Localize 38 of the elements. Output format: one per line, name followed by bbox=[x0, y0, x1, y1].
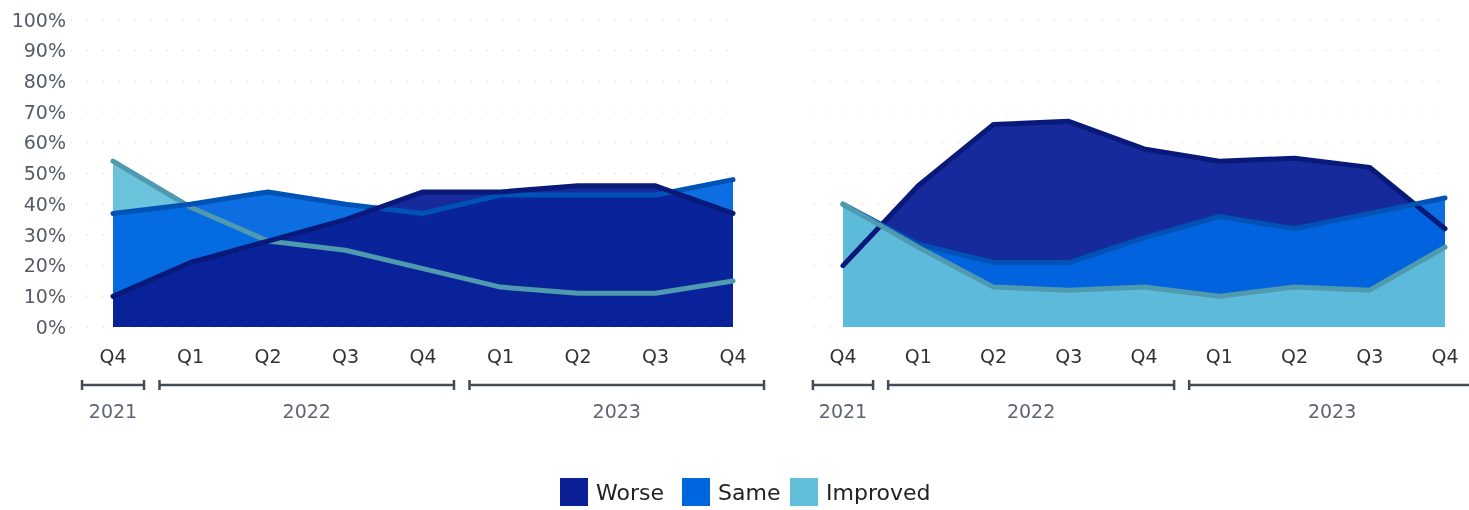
x-tick-label: Q3 bbox=[641, 345, 670, 367]
legend-label: Same bbox=[718, 479, 781, 505]
y-tick-label: 40% bbox=[23, 192, 66, 215]
text: 2021 bbox=[818, 400, 868, 422]
text: 2023 bbox=[592, 400, 641, 422]
x-tick-label: Q2 bbox=[1280, 345, 1309, 367]
legend-label: Worse bbox=[596, 479, 664, 505]
y-tick-label: 20% bbox=[23, 254, 66, 277]
x-tick-label: Q4 bbox=[409, 345, 437, 367]
x-tick-label: Q1 bbox=[1205, 345, 1233, 367]
x-tick-label: Q4 bbox=[1431, 345, 1459, 367]
y-tick-label: 80% bbox=[23, 70, 66, 93]
x-tick-label: Q2 bbox=[979, 345, 1008, 367]
y-tick-label: 10% bbox=[23, 284, 66, 307]
x-tick-label: Q2 bbox=[254, 345, 282, 367]
text: 2023 bbox=[1307, 400, 1357, 422]
y-tick-label: 90% bbox=[23, 39, 66, 62]
y-tick-label: 60% bbox=[23, 131, 66, 154]
x-tick-label: Q3 bbox=[331, 345, 360, 367]
y-tick-label: 70% bbox=[23, 100, 66, 123]
x-tick-label: Q4 bbox=[719, 345, 747, 367]
y-tick-label: 50% bbox=[23, 162, 66, 185]
x-tick-label: Q3 bbox=[1356, 345, 1384, 367]
x-tick-label: Q3 bbox=[1055, 345, 1083, 367]
text: 2021 bbox=[88, 400, 138, 422]
x-tick-label: Q4 bbox=[829, 345, 857, 367]
x-tick-label: Q1 bbox=[486, 345, 515, 367]
x-tick-label: Q4 bbox=[99, 345, 127, 367]
y-tick-label: 30% bbox=[23, 223, 66, 246]
x-tick-label: Q1 bbox=[904, 345, 932, 367]
x-tick-label: Q2 bbox=[564, 345, 592, 367]
y-tick-label: 100% bbox=[11, 8, 66, 31]
x-tick-label: Q1 bbox=[176, 345, 205, 367]
text: 2022 bbox=[1006, 400, 1056, 422]
y-tick-label: 0% bbox=[35, 315, 66, 338]
legend-label: Improved bbox=[826, 479, 931, 505]
x-tick-label: Q4 bbox=[1130, 345, 1158, 367]
text: 2022 bbox=[282, 400, 331, 422]
